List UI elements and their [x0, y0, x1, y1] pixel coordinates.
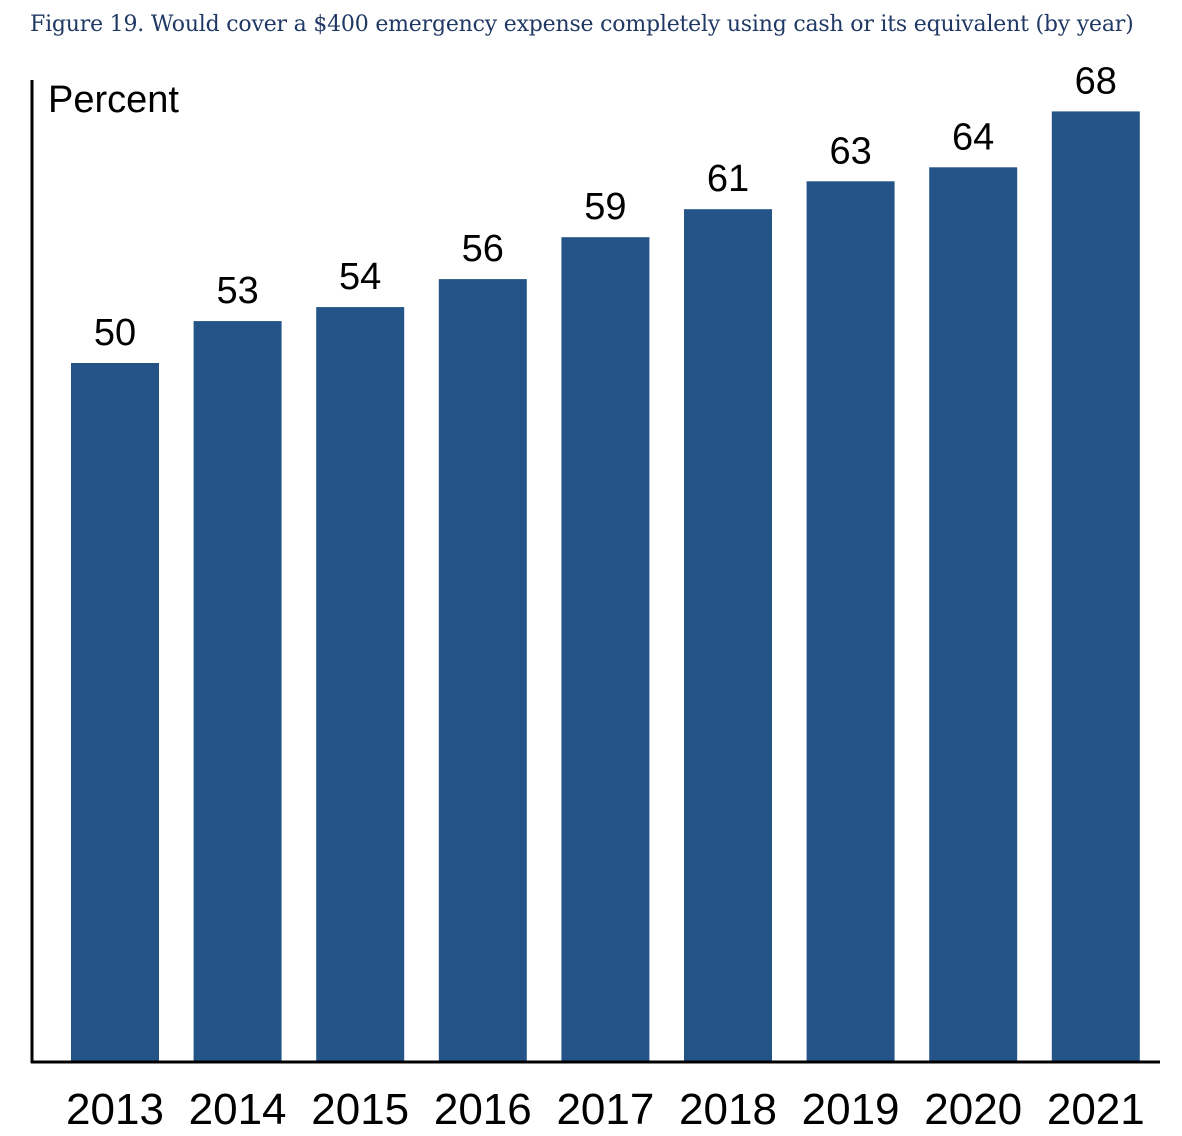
- x-tick-label-2019: 2019: [802, 1085, 900, 1134]
- bar-2018: [684, 209, 772, 1062]
- x-tick-label-2015: 2015: [311, 1085, 409, 1134]
- x-tick-label-2020: 2020: [924, 1085, 1022, 1134]
- value-label-2014: 53: [216, 270, 258, 312]
- value-label-2013: 50: [94, 312, 136, 354]
- bar-2016: [438, 279, 527, 1063]
- x-tick-label-2018: 2018: [679, 1085, 777, 1134]
- bars-group: [71, 111, 1140, 1063]
- bar-2015: [316, 307, 405, 1063]
- x-tick-label-2014: 2014: [189, 1085, 287, 1134]
- bar-2017: [561, 237, 650, 1062]
- x-tick-label-2013: 2013: [66, 1085, 164, 1134]
- value-label-2021: 68: [1075, 60, 1117, 102]
- value-label-2018: 61: [707, 158, 749, 200]
- value-label-2016: 56: [462, 228, 504, 270]
- value-label-2015: 54: [339, 256, 381, 298]
- y-axis-label: Percent: [48, 79, 179, 121]
- value-labels-group: 50 53 54 56 59 61 63 64 68: [94, 60, 1117, 354]
- bar-2014: [193, 321, 282, 1063]
- bar-2020: [929, 167, 1018, 1063]
- bar-2013: [71, 363, 159, 1062]
- x-tick-label-2021: 2021: [1047, 1085, 1145, 1134]
- value-label-2017: 59: [584, 186, 626, 228]
- x-tick-label-2016: 2016: [434, 1085, 532, 1134]
- value-label-2020: 64: [952, 116, 994, 158]
- x-tick-labels-group: 2013 2014 2015 2016 2017 2018 2019 2020 2021: [66, 1085, 1145, 1134]
- bar-2021: [1051, 111, 1140, 1062]
- figure-title: Figure 19. Would cover a $400 emergency …: [30, 12, 1134, 37]
- bar-2019: [806, 181, 895, 1063]
- value-label-2019: 63: [829, 130, 871, 172]
- x-tick-label-2017: 2017: [556, 1085, 654, 1134]
